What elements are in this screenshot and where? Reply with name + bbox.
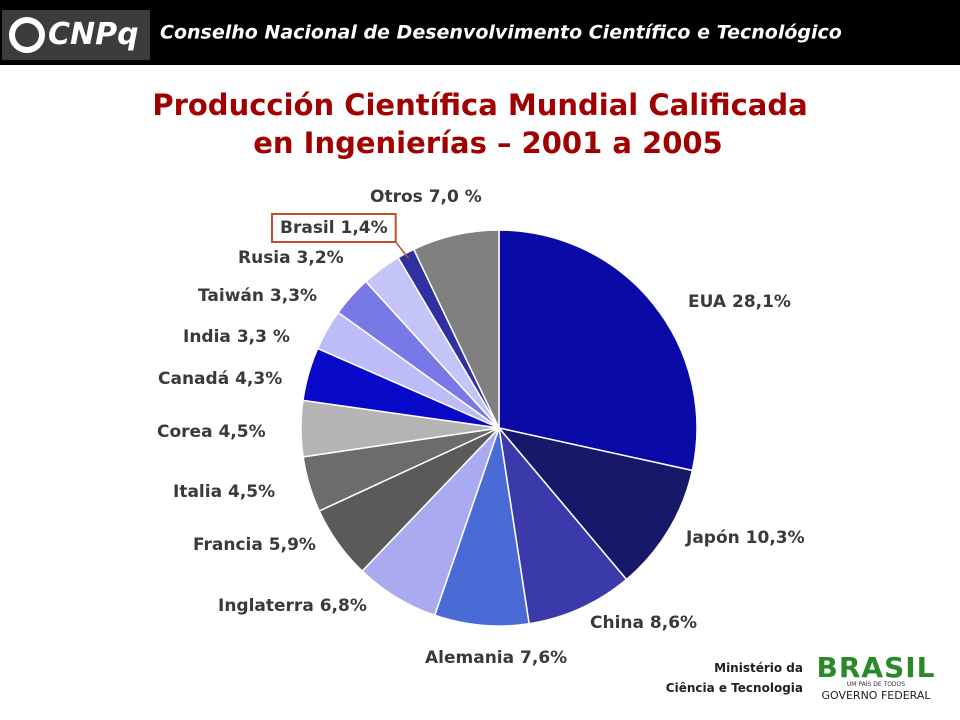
value-label: 1,4% [341, 218, 388, 238]
slice-label: Rusia 3,2% [238, 248, 344, 268]
value-label: 6,8% [320, 596, 367, 616]
category-label: Inglaterra [218, 596, 314, 616]
motto: UM PAÍS DE TODOS [847, 681, 905, 688]
value-label: 3,3% [270, 286, 317, 306]
org-name: Conselho Nacional de Desenvolvimento Cie… [160, 22, 842, 44]
category-label: Francia [193, 535, 263, 555]
value-label: 4,5% [218, 422, 265, 442]
slice-label: Canadá 4,3% [158, 369, 282, 389]
category-label: Corea [157, 422, 213, 442]
value-label: 28,1% [732, 292, 791, 312]
value-label: 4,3% [235, 369, 282, 389]
logo-text: CNPq [48, 17, 139, 52]
category-label: Brasil [280, 218, 335, 238]
slice-label: Italia 4,5% [173, 482, 275, 502]
value-label: 8,6% [650, 613, 697, 633]
pie-slice [412, 229, 500, 429]
logo-symbol [9, 17, 45, 53]
ministry: Ministério da [714, 661, 803, 675]
slice-label: Brasil 1,4% [280, 218, 388, 238]
category-label: Alemania [425, 648, 514, 668]
pie-slice [433, 427, 530, 627]
chart-title: en Ingenierías – 2001 a 2005 [253, 126, 722, 160]
category-label: Japón [685, 528, 740, 548]
slice-label: Alemania 7,6% [425, 648, 567, 668]
pie-slice [498, 229, 698, 472]
pie-slice [497, 426, 694, 581]
category-label: Rusia [238, 248, 291, 268]
government: GOVERNO FEDERAL [821, 689, 931, 702]
pie [300, 229, 698, 627]
slice-label: China 8,6% [590, 613, 697, 633]
value-label: 10,3% [746, 528, 805, 548]
category-label: Otros [370, 187, 423, 207]
category-label: Taiwán [198, 286, 264, 306]
value-label: 4,5% [228, 482, 275, 502]
slice-label: Corea 4,5% [157, 422, 266, 442]
slice-label: Otros 7,0 % [370, 187, 482, 207]
pie-slice [497, 425, 628, 625]
value-label: 3,3 % [237, 327, 290, 347]
category-label: China [590, 613, 644, 633]
chart-title: Producción Científica Mundial Calificada [152, 88, 807, 122]
value-label: 7,6% [520, 648, 567, 668]
category-label: EUA [688, 292, 727, 312]
slice-label: Francia 5,9% [193, 535, 316, 555]
value-label: 5,9% [269, 535, 316, 555]
category-label: Italia [173, 482, 222, 502]
slice-label: Japón 10,3% [685, 528, 805, 548]
value-label: 7,0 % [429, 187, 482, 207]
slice-label: EUA 28,1% [688, 292, 791, 312]
brand: BRASIL [817, 651, 936, 684]
value-label: 3,2% [297, 248, 344, 268]
slice-label: Taiwán 3,3% [198, 286, 317, 306]
category-label: Canadá [158, 369, 229, 389]
ministry: Ciência e Tecnologia [666, 681, 803, 695]
header-bar [0, 0, 960, 65]
slice-label: Inglaterra 6,8% [218, 596, 367, 616]
highlight-box [271, 213, 397, 243]
slice-label: India 3,3 % [183, 327, 290, 347]
labels: EUA 28,1% Japón 10,3% China 8,6% Alemania 7… [157, 187, 805, 668]
category-label: India [183, 327, 231, 347]
leader-line [395, 241, 410, 259]
